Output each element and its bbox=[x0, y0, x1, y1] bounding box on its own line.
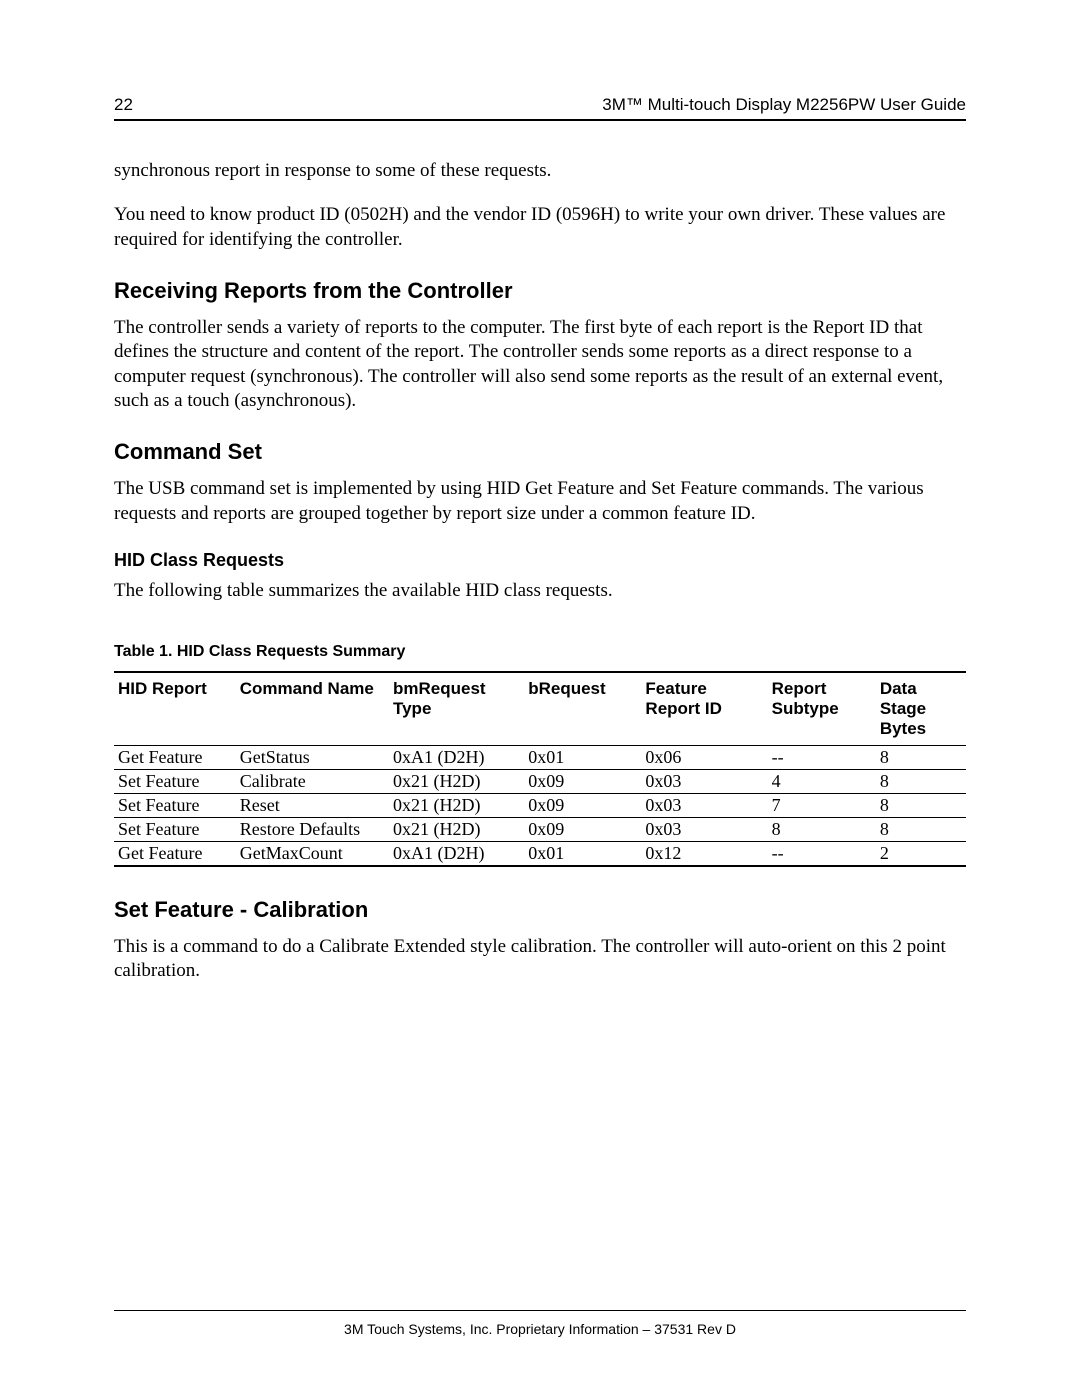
table-row: Set Feature Reset 0x21 (H2D) 0x09 0x03 7… bbox=[114, 794, 966, 818]
cell: 0x09 bbox=[524, 770, 641, 794]
section3-paragraph: This is a command to do a Calibrate Exte… bbox=[114, 935, 966, 984]
col-feature-id: Feature Report ID bbox=[641, 672, 767, 746]
page-footer: 3M Touch Systems, Inc. Proprietary Infor… bbox=[114, 1310, 966, 1337]
cell: Calibrate bbox=[236, 770, 389, 794]
cell: 0x09 bbox=[524, 794, 641, 818]
table-caption: Table 1. HID Class Requests Summary bbox=[114, 643, 966, 661]
cell: GetMaxCount bbox=[236, 842, 389, 867]
cell: 0x01 bbox=[524, 746, 641, 770]
section2-paragraph-2: The following table summarizes the avail… bbox=[114, 579, 966, 603]
col-bmrequest: bmRequest Type bbox=[389, 672, 524, 746]
table-header-row: HID Report Command Name bmRequest Type b… bbox=[114, 672, 966, 746]
cell: Restore Defaults bbox=[236, 818, 389, 842]
table-row: Get Feature GetMaxCount 0xA1 (D2H) 0x01 … bbox=[114, 842, 966, 867]
cell: 8 bbox=[768, 818, 876, 842]
col-data-bytes: Data Stage Bytes bbox=[876, 672, 966, 746]
cell: 0x03 bbox=[641, 794, 767, 818]
subsection-heading-hid-requests: HID Class Requests bbox=[114, 550, 966, 571]
cell: 8 bbox=[876, 794, 966, 818]
intro-paragraph-1: synchronous report in response to some o… bbox=[114, 159, 966, 183]
cell: 0xA1 (D2H) bbox=[389, 746, 524, 770]
col-subtype: Report Subtype bbox=[768, 672, 876, 746]
cell: 0x21 (H2D) bbox=[389, 770, 524, 794]
cell: 2 bbox=[876, 842, 966, 867]
cell: Set Feature bbox=[114, 770, 236, 794]
cell: GetStatus bbox=[236, 746, 389, 770]
page-number: 22 bbox=[114, 95, 133, 115]
col-brequest: bRequest bbox=[524, 672, 641, 746]
cell: 0x01 bbox=[524, 842, 641, 867]
table-row: Set Feature Calibrate 0x21 (H2D) 0x09 0x… bbox=[114, 770, 966, 794]
cell: 0x21 (H2D) bbox=[389, 818, 524, 842]
section-heading-receiving-reports: Receiving Reports from the Controller bbox=[114, 278, 966, 304]
cell: -- bbox=[768, 842, 876, 867]
col-command-name: Command Name bbox=[236, 672, 389, 746]
page-header: 22 3M™ Multi-touch Display M2256PW User … bbox=[114, 95, 966, 121]
document-title: 3M™ Multi-touch Display M2256PW User Gui… bbox=[602, 95, 966, 115]
section1-paragraph: The controller sends a variety of report… bbox=[114, 316, 966, 413]
cell: -- bbox=[768, 746, 876, 770]
table-row: Set Feature Restore Defaults 0x21 (H2D) … bbox=[114, 818, 966, 842]
cell: Get Feature bbox=[114, 746, 236, 770]
cell: 0x06 bbox=[641, 746, 767, 770]
col-hid-report: HID Report bbox=[114, 672, 236, 746]
cell: 0x03 bbox=[641, 818, 767, 842]
section2-paragraph-1: The USB command set is implemented by us… bbox=[114, 477, 966, 526]
cell: 0x09 bbox=[524, 818, 641, 842]
cell: 0xA1 (D2H) bbox=[389, 842, 524, 867]
cell: 0x12 bbox=[641, 842, 767, 867]
cell: 8 bbox=[876, 770, 966, 794]
cell: 7 bbox=[768, 794, 876, 818]
document-page: 22 3M™ Multi-touch Display M2256PW User … bbox=[0, 0, 1080, 1397]
cell: Set Feature bbox=[114, 794, 236, 818]
hid-class-requests-table: HID Report Command Name bmRequest Type b… bbox=[114, 671, 966, 867]
cell: 8 bbox=[876, 746, 966, 770]
section-heading-command-set: Command Set bbox=[114, 439, 966, 465]
cell: 0x03 bbox=[641, 770, 767, 794]
section-heading-set-feature-calibration: Set Feature - Calibration bbox=[114, 897, 966, 923]
table-row: Get Feature GetStatus 0xA1 (D2H) 0x01 0x… bbox=[114, 746, 966, 770]
cell: 0x21 (H2D) bbox=[389, 794, 524, 818]
cell: Get Feature bbox=[114, 842, 236, 867]
cell: Set Feature bbox=[114, 818, 236, 842]
intro-paragraph-2: You need to know product ID (0502H) and … bbox=[114, 203, 966, 252]
cell: 8 bbox=[876, 818, 966, 842]
cell: Reset bbox=[236, 794, 389, 818]
cell: 4 bbox=[768, 770, 876, 794]
